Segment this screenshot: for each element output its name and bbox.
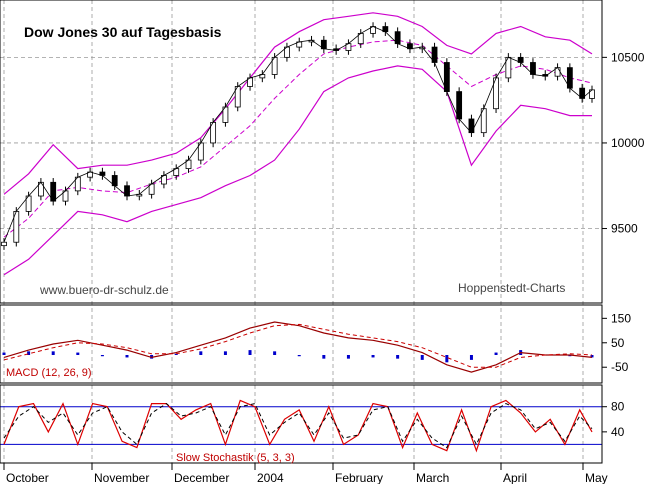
watermark-text: www.buero-dr-schulz.de <box>39 283 169 297</box>
series-close <box>3 26 593 243</box>
axes: 9500 10000 10500 150 50 -50 80 40 October Novembe… <box>0 50 645 484</box>
x-tick-label: November <box>94 471 149 484</box>
x-tick-label: December <box>174 471 229 484</box>
x-tick-label: October <box>6 471 49 484</box>
series-lower_bollinger <box>3 65 592 276</box>
series-upper_bollinger <box>3 12 593 195</box>
y-tick-label: 50 <box>611 336 625 350</box>
series-%K <box>3 399 593 453</box>
macd-label: MACD (12, 26, 9) <box>6 367 92 379</box>
candle-body <box>1 241 7 247</box>
y-tick-label: 10500 <box>611 50 645 64</box>
x-tick-label: 2004 <box>257 471 284 484</box>
x-tick-label: April <box>503 471 527 484</box>
grid <box>0 0 602 463</box>
x-tick-label: February <box>335 471 383 484</box>
x-tick-label: March <box>416 471 449 484</box>
series-macd <box>3 321 593 373</box>
chart-title: Dow Jones 30 auf Tagesbasis <box>24 24 222 40</box>
series-%D <box>3 402 593 449</box>
stochastic-label: Slow Stochastik (5, 3, 3) <box>176 452 295 464</box>
y-tick-label: 9500 <box>611 222 638 236</box>
series-layer <box>0 12 602 453</box>
y-tick-label: 150 <box>611 311 631 325</box>
candle-body <box>589 89 595 99</box>
y-tick-label: -50 <box>611 360 629 374</box>
y-tick-label: 80 <box>611 400 625 414</box>
series-signal <box>3 323 593 368</box>
source-label: Hoppenstedt-Charts <box>458 281 565 295</box>
y-tick-label: 10000 <box>611 136 645 150</box>
y-tick-label: 40 <box>611 425 625 439</box>
x-tick-label: May <box>585 471 608 484</box>
